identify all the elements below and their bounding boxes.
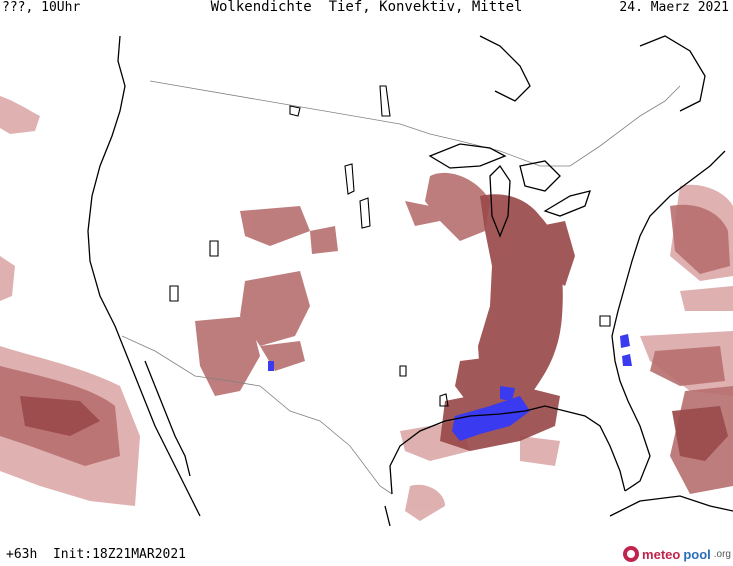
forecast-date: 24. Maerz 2021 [619, 0, 729, 15]
small-lakes [169, 85, 611, 407]
meteopool-logo-icon [623, 546, 640, 562]
logo-text-org: .org [713, 548, 731, 560]
political-borders [121, 80, 681, 495]
convective-cells [268, 334, 632, 441]
weather-map [0, 35, 733, 526]
meteopool-logo[interactable]: meteo pool .org [623, 546, 731, 562]
forecast-time-label: ???, 10Uhr [2, 0, 81, 15]
coastlines [87, 35, 733, 526]
logo-text-pool: pool [683, 546, 711, 562]
logo-text-meteo: meteo [642, 546, 681, 562]
cloud-layer-medium [0, 172, 733, 494]
map-title: Wolkendichte Tief, Konvektiv, Mittel [210, 0, 523, 15]
model-run-info: +63h Init:18Z21MAR2021 [6, 547, 187, 562]
